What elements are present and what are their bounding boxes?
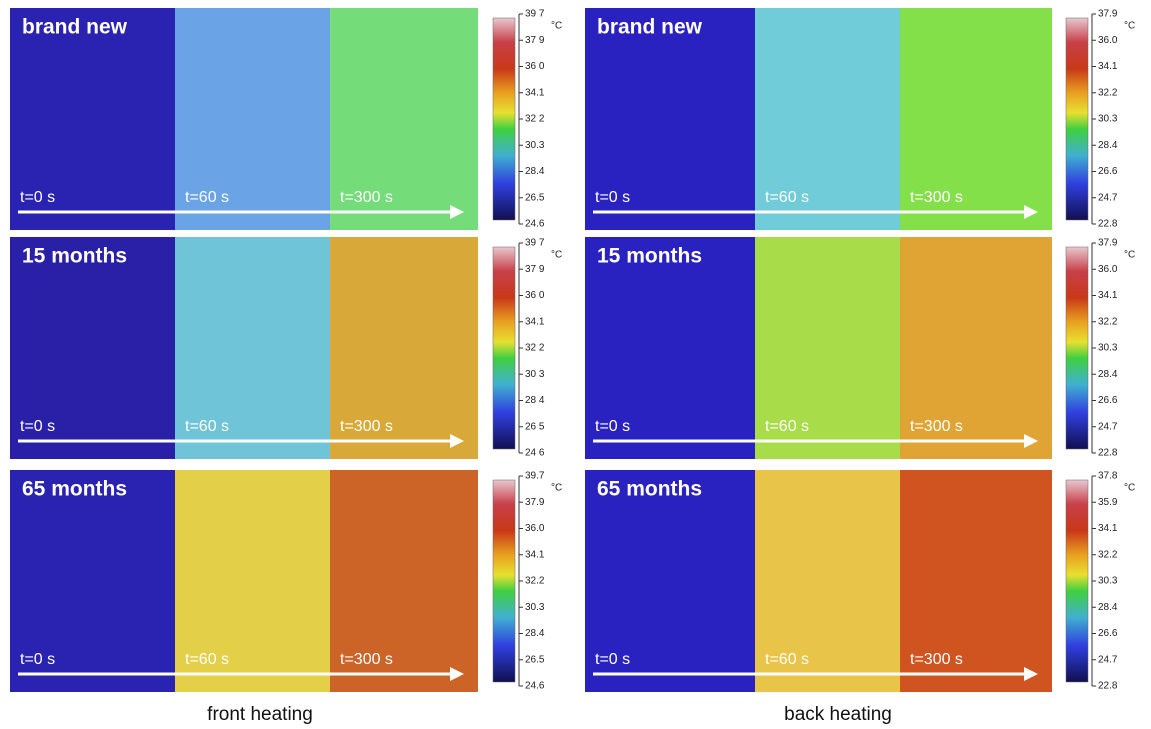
colorbar-tick-label: 32.2: [1098, 549, 1118, 560]
colorbar-tick-label: 22.8: [1098, 448, 1118, 459]
colorbar-tick-label: 36.0: [1098, 35, 1118, 46]
time-label: t=60 s: [185, 651, 229, 668]
colorbar-tick-label: 36.0: [1098, 264, 1118, 275]
colorbar-tick-label: 37.9: [1098, 238, 1118, 249]
colorbar-tick-label: 22.8: [1098, 219, 1118, 230]
time-label: t=300 s: [910, 651, 963, 668]
colorbar-tick-label: 26.6: [1098, 395, 1118, 406]
time-label: t=60 s: [185, 418, 229, 435]
colorbar-tick-label: 30.3: [1098, 114, 1118, 125]
unit-label: °C: [1124, 483, 1135, 494]
time-label: t=60 s: [765, 418, 809, 435]
colorbar-tick-label: 32.2: [1098, 316, 1118, 327]
colorbar-tick-label: 34.1: [1098, 290, 1118, 301]
colorbar-tick-label: 35.9: [1098, 497, 1118, 508]
time-label: t=300 s: [910, 418, 963, 435]
colorbar-tick-label: 30.3: [525, 602, 545, 613]
time-label: t=0 s: [20, 189, 55, 206]
time-label: t=300 s: [340, 651, 393, 668]
colorbar-tick-label: 24 6: [525, 448, 545, 459]
time-label: t=60 s: [765, 651, 809, 668]
unit-label: °C: [1124, 21, 1135, 32]
unit-label: °C: [1124, 250, 1135, 261]
colorbar-tick-label: 26.6: [1098, 166, 1118, 177]
time-label: t=300 s: [340, 418, 393, 435]
colorbar-tick-label: 32 2: [525, 343, 545, 354]
colorbar-tick-label: 34.1: [525, 316, 545, 327]
colorbar-tick-label: 26.5: [525, 654, 545, 665]
colorbar-tick-label: 34.1: [1098, 61, 1118, 72]
colorbar-tick-label: 34.1: [1098, 523, 1118, 534]
colorbar-tick-label: 37.9: [1098, 9, 1118, 20]
colorbar-tick-label: 37.8: [1098, 471, 1118, 482]
colorbar-tick-label: 37.9: [525, 497, 545, 508]
colorbar-tick-label: 28.4: [1098, 602, 1118, 613]
colorbar-tick-label: 32 2: [525, 114, 545, 125]
colorbar-tick-label: 32.2: [1098, 87, 1118, 98]
colorbar-tick-label: 34.1: [525, 87, 545, 98]
colorbar-tick-label: 36 0: [525, 290, 545, 301]
colorbar-tick-label: 39.7: [525, 471, 545, 482]
colorbar-tick-label: 24.6: [525, 681, 545, 692]
time-label: t=0 s: [595, 651, 630, 668]
column-caption: back heating: [784, 704, 892, 725]
panel-label: 65 months: [597, 478, 702, 501]
colorbar: [493, 480, 515, 682]
colorbar-tick-label: 30.3: [1098, 343, 1118, 354]
colorbar-tick-label: 32.2: [525, 576, 545, 587]
panel-label: 15 months: [597, 245, 702, 268]
colorbar-tick-label: 34.1: [525, 549, 545, 560]
colorbar-tick-label: 28.4: [525, 166, 545, 177]
colorbar-tick-label: 26.6: [1098, 628, 1118, 639]
time-label: t=60 s: [765, 189, 809, 206]
panel-label: 65 months: [22, 478, 127, 501]
time-label: t=300 s: [340, 189, 393, 206]
colorbar-tick-label: 36 0: [525, 61, 545, 72]
colorbar-tick-label: 26.5: [525, 192, 545, 203]
colorbar-tick-label: 26 5: [525, 421, 545, 432]
column-caption: front heating: [207, 704, 313, 725]
colorbar: [493, 247, 515, 449]
panel-label: brand new: [22, 16, 128, 39]
colorbar-tick-label: 22.8: [1098, 681, 1118, 692]
colorbar-tick-label: 24.7: [1098, 421, 1118, 432]
colorbar-tick-label: 28.4: [1098, 369, 1118, 380]
time-label: t=300 s: [910, 189, 963, 206]
panel-label: brand new: [597, 16, 703, 39]
colorbar-tick-label: 28.4: [1098, 140, 1118, 151]
colorbar-tick-label: 24.7: [1098, 654, 1118, 665]
colorbar-tick-label: 30 3: [525, 369, 545, 380]
colorbar-tick-label: 39 7: [525, 238, 545, 249]
unit-label: °C: [551, 483, 562, 494]
panel-label: 15 months: [22, 245, 127, 268]
time-label: t=0 s: [20, 651, 55, 668]
time-label: t=0 s: [595, 418, 630, 435]
time-label: t=0 s: [20, 418, 55, 435]
colorbar-tick-label: 28 4: [525, 395, 545, 406]
unit-label: °C: [551, 250, 562, 261]
colorbar: [1066, 247, 1088, 449]
colorbar-tick-label: 39 7: [525, 9, 545, 20]
figure: brand new t=0 s t=60 s t=300 s 39 7 37 9 36 0 3…: [0, 0, 1151, 729]
unit-label: °C: [551, 21, 562, 32]
colorbar-tick-label: 37 9: [525, 264, 545, 275]
colorbar: [1066, 480, 1088, 682]
colorbar-tick-label: 37 9: [525, 35, 545, 46]
colorbar-tick-label: 36.0: [525, 523, 545, 534]
colorbar-tick-label: 24.6: [525, 219, 545, 230]
colorbar-tick-label: 30.3: [1098, 576, 1118, 587]
colorbar-tick-label: 28.4: [525, 628, 545, 639]
time-label: t=60 s: [185, 189, 229, 206]
colorbar: [1066, 18, 1088, 220]
colorbar: [493, 18, 515, 220]
colorbar-tick-label: 24.7: [1098, 192, 1118, 203]
time-label: t=0 s: [595, 189, 630, 206]
colorbar-tick-label: 30.3: [525, 140, 545, 151]
